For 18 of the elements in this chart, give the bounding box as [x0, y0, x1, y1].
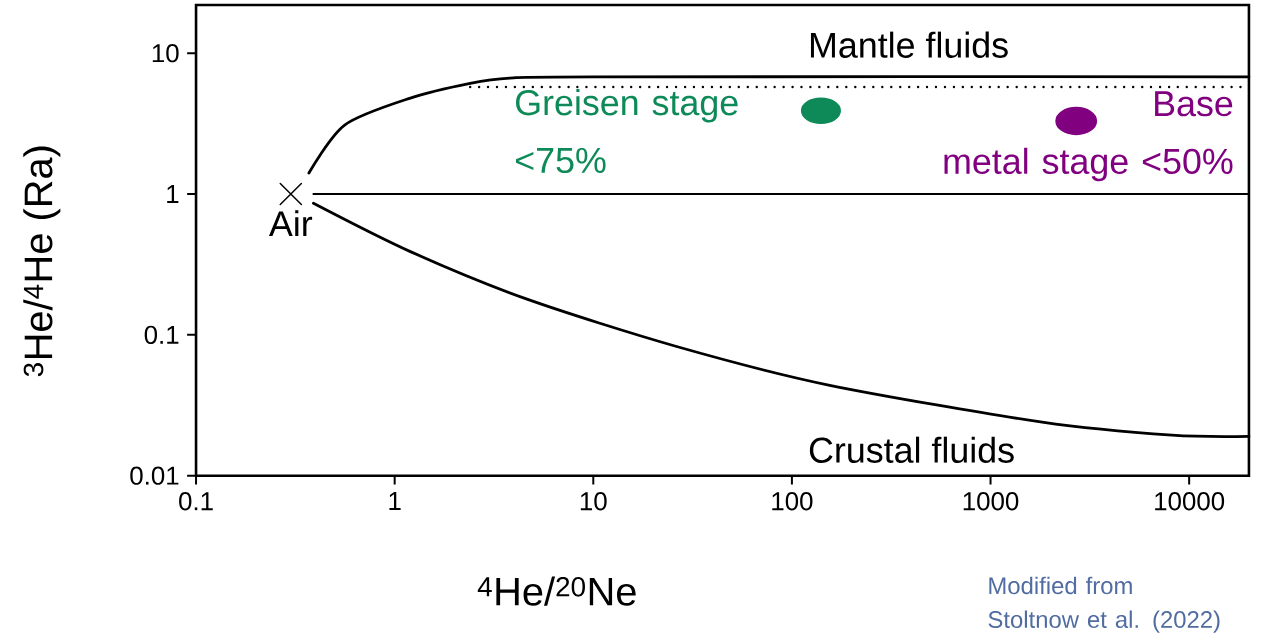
x-tick-label: 1 — [389, 492, 401, 510]
text: Modified from Stoltnow et al. (2022) — [988, 576, 1220, 633]
x-axis-title: $^{4}$He/$^{20}$Ne — [477, 576, 636, 606]
y-axis-title: $^{3}$He/$^{4}$He (Ra) — [23, 146, 61, 377]
series-label: Greisen stage <75% — [515, 89, 738, 174]
annotation: Mantle fluids — [810, 31, 1008, 58]
x-tick-label: 10 — [580, 492, 607, 511]
y-tick-label: 0.1 — [144, 325, 179, 345]
x-tick-label: 0.1 — [179, 492, 213, 511]
x-tick-label: 1000 — [963, 492, 1019, 511]
y-tick-label: 1 — [167, 185, 179, 203]
series-label: Air — [268, 210, 313, 237]
y-tick-label: 10 — [152, 44, 179, 63]
legend-label: Base metal stage <50% — [944, 91, 1233, 182]
x-tick-label: 100 — [772, 492, 813, 511]
y-tick-label: 0.01 — [130, 466, 179, 485]
x-tick-label: 10000 — [1155, 492, 1225, 511]
annotation: Crustal fluids — [809, 436, 1014, 463]
